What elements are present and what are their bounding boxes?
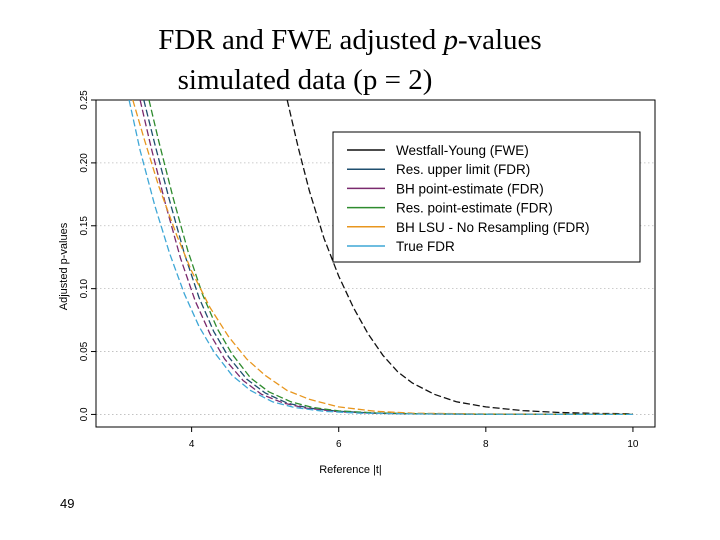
y-tick-label: 0.10 xyxy=(79,278,90,298)
x-tick-label: 8 xyxy=(483,439,489,450)
series-line-0 xyxy=(286,100,633,415)
y-tick-label: 0.05 xyxy=(79,341,90,361)
x-tick-label: 10 xyxy=(627,439,639,450)
legend-label-3: Res. point-estimate (FDR) xyxy=(396,201,553,216)
x-axis-label: Reference |t| xyxy=(319,464,382,476)
plot-frame xyxy=(95,99,656,428)
series-line-4 xyxy=(132,100,633,415)
x-tick-label: 4 xyxy=(189,439,195,450)
x-tick-label: 6 xyxy=(336,439,342,450)
legend: Westfall-Young (FWE) Res. upper limit (FD… xyxy=(332,131,641,263)
slide-title-line1: FDR and FWE adjusted p-values xyxy=(0,24,710,57)
series-line-1 xyxy=(143,100,633,416)
title-prefix: FDR and FWE adjusted xyxy=(158,24,444,56)
y-tick-label: 0.20 xyxy=(79,153,90,173)
y-axis-label: Adjusted p-values xyxy=(58,222,70,310)
slide-number: 49 xyxy=(60,496,75,511)
title-suffix: -values xyxy=(457,24,542,56)
slide-title-line2: simulated data (p = 2) xyxy=(177,64,433,96)
legend-label-4: BH LSU - No Resampling (FDR) xyxy=(396,220,590,235)
y-tick-label: 0.25 xyxy=(79,90,90,110)
y-tick-label: 0.15 xyxy=(79,216,90,236)
legend-label-1: Res. upper limit (FDR) xyxy=(396,162,530,177)
series-line-5 xyxy=(128,100,633,416)
y-tick-label: 0.0 xyxy=(79,407,90,421)
legend-label-5: True FDR xyxy=(396,239,455,254)
series-layer xyxy=(128,100,633,416)
axis-layer: 4 6 8 10 0.0 0.05 0.10 0.15 0.20 0.25 Reference |t… xyxy=(58,90,639,476)
legend-label-0: Westfall-Young (FWE) xyxy=(396,143,529,158)
title-italic-p: p xyxy=(443,24,458,56)
legend-box xyxy=(332,131,641,263)
legend-label-2: BH point-estimate (FDR) xyxy=(396,181,544,196)
